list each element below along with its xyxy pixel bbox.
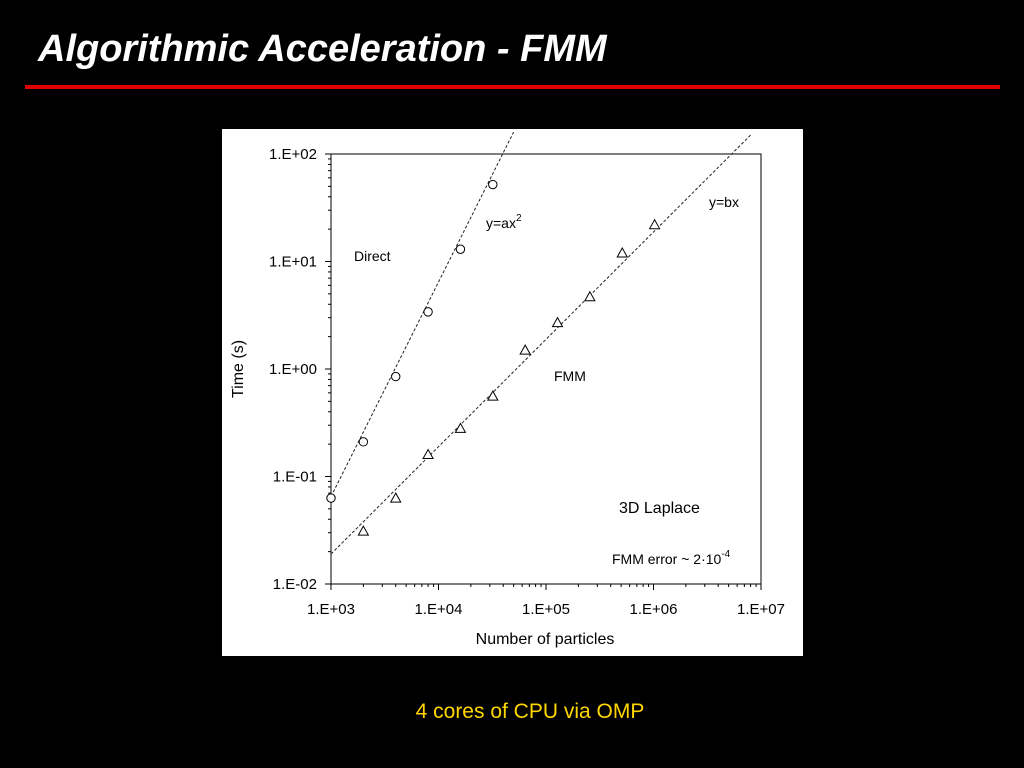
data-point-direct [358, 437, 369, 447]
data-point-fmm [648, 218, 661, 230]
x-axis-label: Number of particles [476, 631, 615, 648]
x-tick-label: 1.E+03 [307, 601, 355, 618]
plot-frame [330, 153, 762, 585]
chart-panel: 1.E+03 1.E+04 1.E+05 1.E+06 1.E+07 1.E-02 1.E-… [222, 129, 803, 656]
series-label-direct: Direct [354, 248, 391, 264]
data-point-fmm [486, 390, 499, 401]
series-label-fmm: FMM [554, 368, 586, 384]
fit-line-fmm [330, 134, 751, 555]
axis-ticks: 1.E+03 1.E+04 1.E+05 1.E+06 1.E+07 1.E-02 1.E-… [269, 146, 785, 618]
data-point-fmm [616, 246, 629, 258]
error-label-exp: -4 [721, 549, 730, 560]
data-points [326, 179, 661, 536]
data-point-fmm [389, 492, 402, 503]
slide-title: Algorithmic Acceleration - FMM [38, 28, 607, 70]
y-tick-label: 1.E+02 [269, 146, 317, 163]
annotations: y=ax2 y=bx Direct FMM 3D Laplace FMM err… [230, 194, 739, 648]
y-tick-label: 1.E-02 [273, 576, 317, 593]
title-rule [25, 85, 1000, 89]
x-tick-label: 1.E+05 [522, 601, 570, 618]
fit-label-direct-base: y=ax [486, 215, 516, 231]
fmm-timing-chart: 1.E+03 1.E+04 1.E+05 1.E+06 1.E+07 1.E-02 1.E-… [230, 131, 785, 648]
y-tick-label: 1.E-01 [273, 469, 317, 486]
error-label: FMM error ~ 2·10-4 [612, 549, 731, 567]
plot-frame-rect [330, 153, 762, 585]
data-point-fmm [519, 344, 532, 355]
data-point-direct [423, 307, 433, 317]
data-point-fmm [422, 448, 434, 460]
fit-label-direct-exp: 2 [516, 213, 522, 224]
data-point-fmm [357, 525, 370, 536]
x-tick-label: 1.E+07 [737, 601, 785, 618]
x-tick-label: 1.E+04 [415, 601, 463, 618]
data-point-fmm [551, 316, 564, 328]
fit-label-direct: y=ax2 [486, 213, 522, 231]
data-point-fmm [454, 422, 467, 433]
y-tick-label: 1.E+00 [269, 361, 317, 378]
problem-label: 3D Laplace [619, 500, 700, 517]
data-point-direct [488, 179, 498, 190]
error-label-base: FMM error ~ 2·10 [612, 551, 722, 567]
data-point-direct [326, 493, 336, 503]
fit-label-fmm: y=bx [709, 194, 739, 210]
x-tick-label: 1.E+06 [630, 601, 678, 618]
footer-caption: 4 cores of CPU via OMP [415, 700, 645, 723]
data-point-direct [391, 371, 401, 382]
fit-lines [330, 131, 751, 555]
data-point-direct [455, 244, 466, 254]
y-axis-label: Time (s) [230, 340, 247, 398]
data-point-fmm [584, 290, 596, 302]
y-tick-label: 1.E+01 [269, 254, 317, 271]
fit-line-direct [330, 131, 515, 497]
